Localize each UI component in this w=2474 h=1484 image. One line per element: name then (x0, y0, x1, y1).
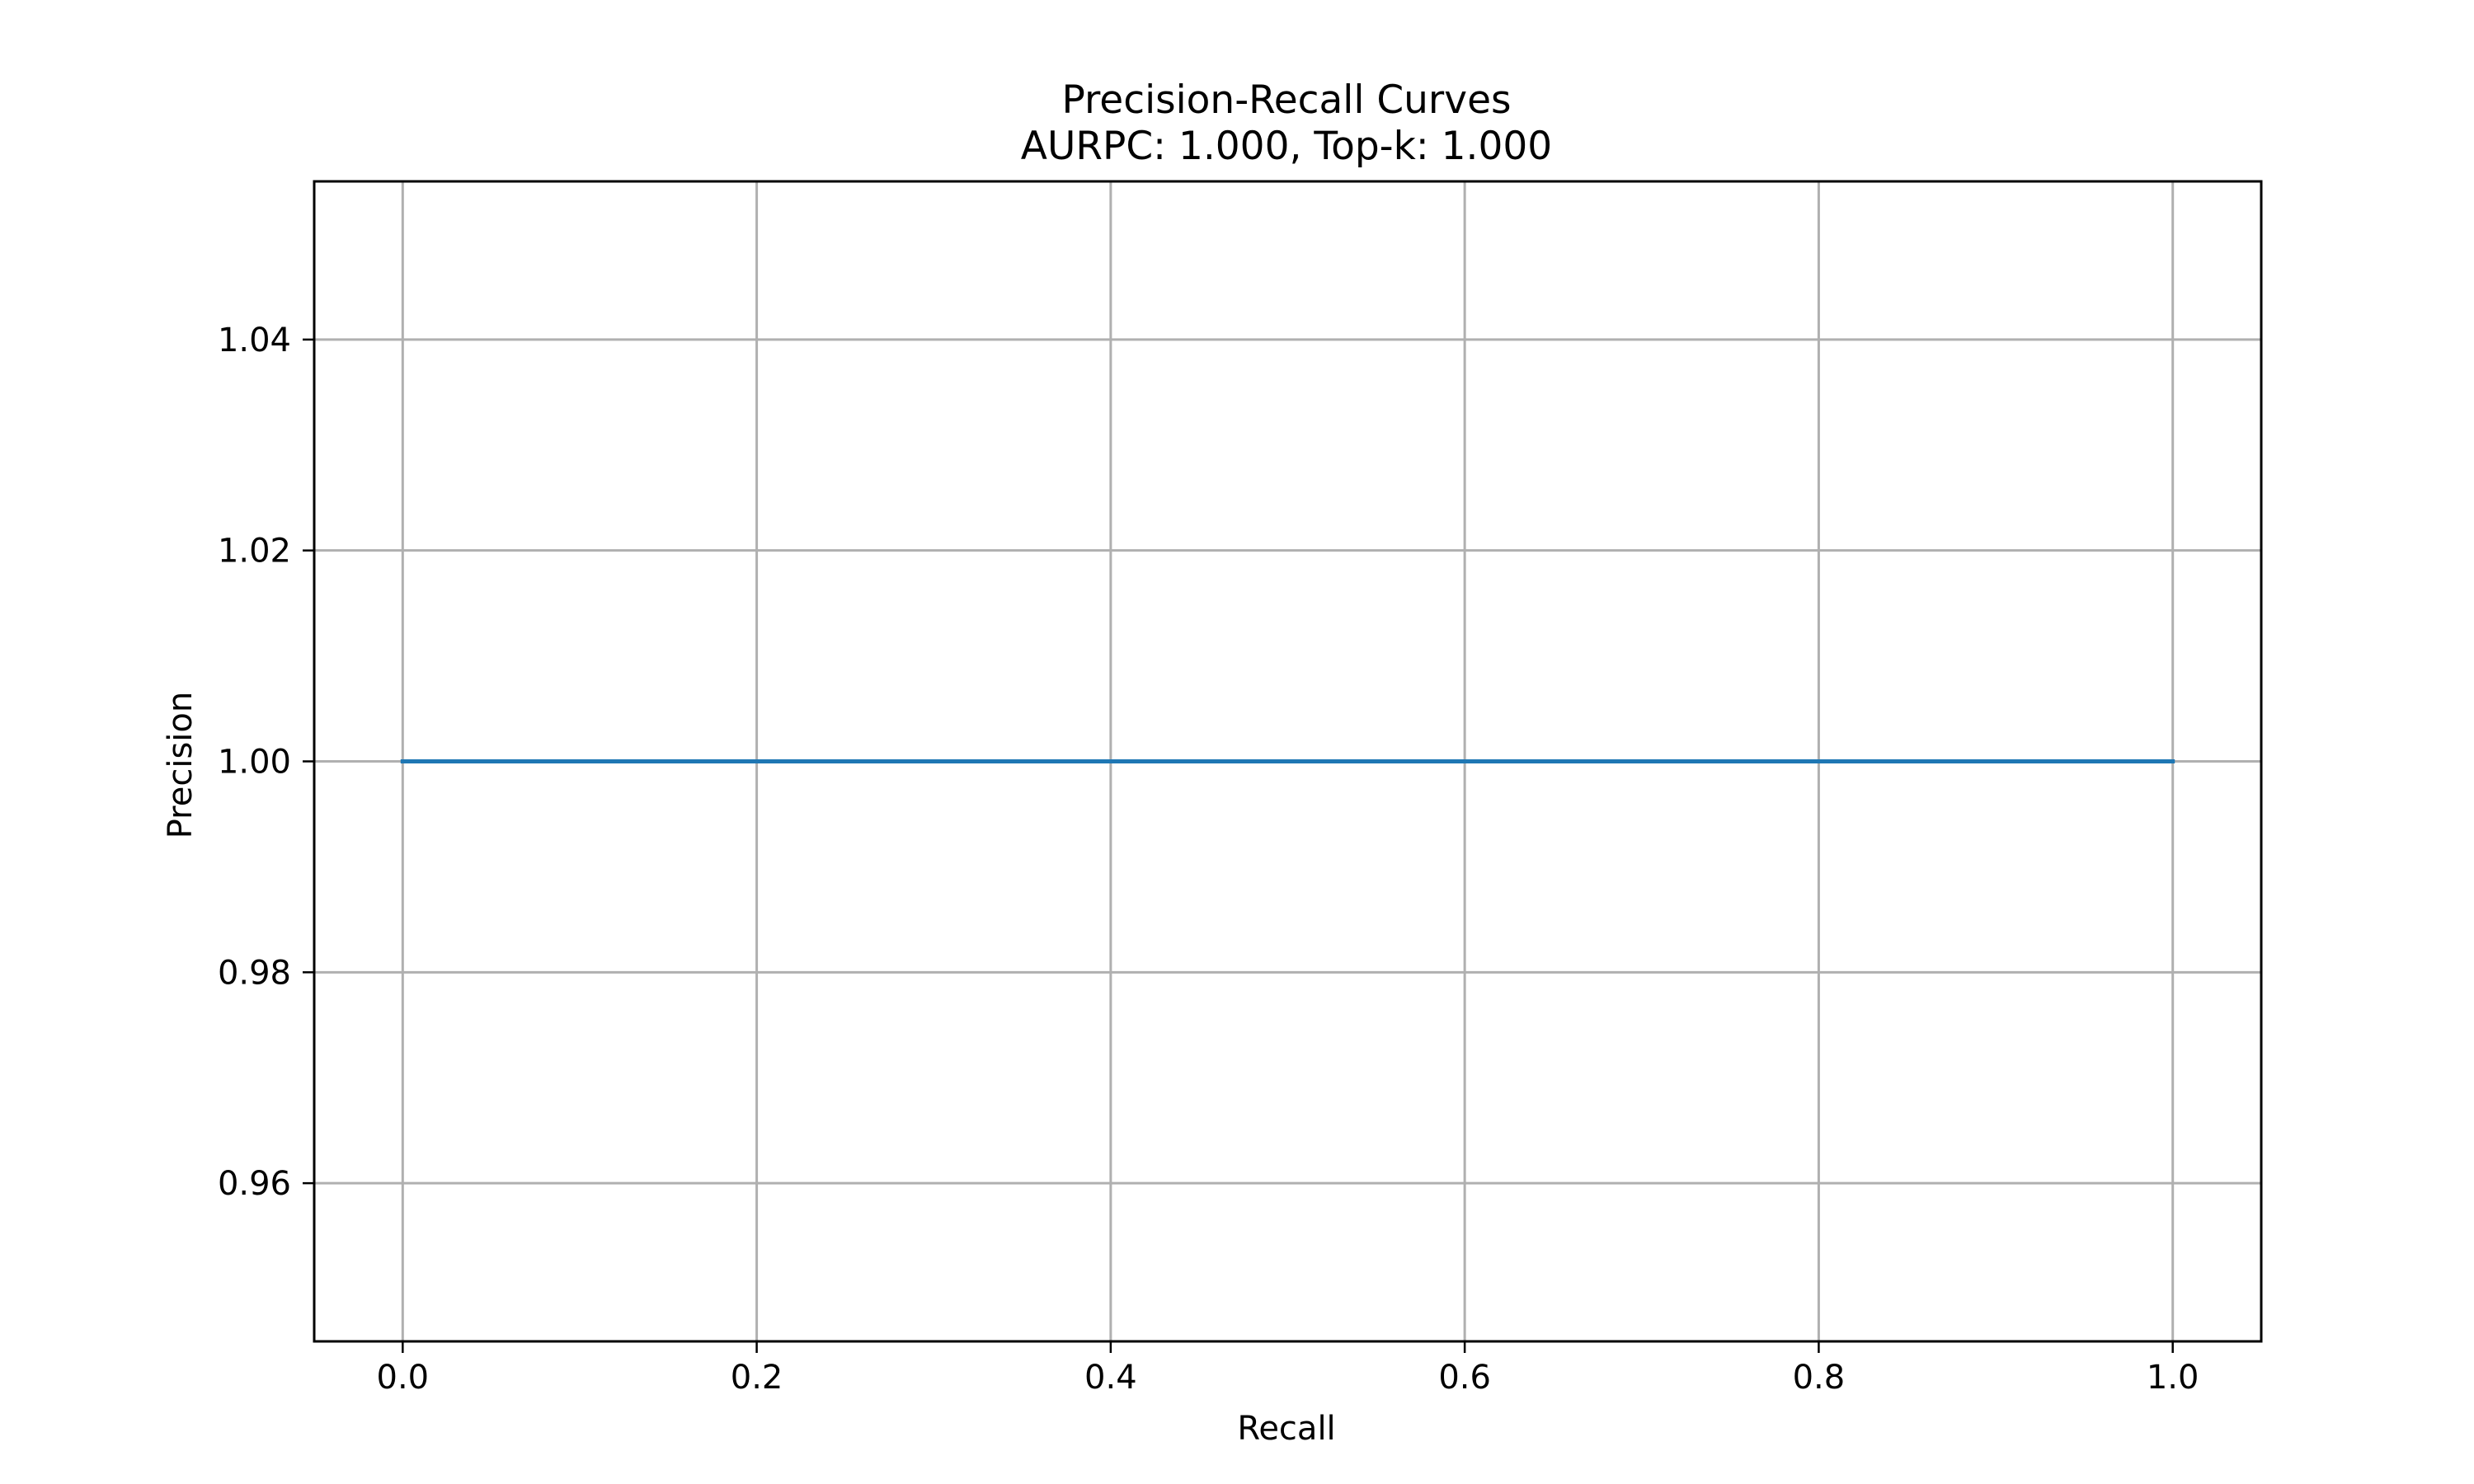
x-tick-label: 0.2 (731, 1359, 783, 1397)
y-tick-label: 1.00 (218, 744, 291, 782)
y-axis-label: Precision (162, 692, 200, 838)
chart-subtitle: AURPC: 1.000, Top-k: 1.000 (1021, 124, 1552, 169)
x-tick-label: 0.4 (1084, 1359, 1137, 1397)
x-tick-label: 0.6 (1438, 1359, 1491, 1397)
x-tick-label: 1.0 (2147, 1359, 2199, 1397)
y-tick-label: 0.96 (218, 1165, 291, 1203)
y-tick-label: 1.02 (218, 533, 291, 571)
chart-title: Precision-Recall Curves (1062, 77, 1512, 123)
y-axis-ticks: 0.96 0.98 1.00 1.02 1.04 (218, 322, 314, 1203)
x-axis-label: Recall (1237, 1410, 1335, 1448)
y-tick-label: 1.04 (218, 322, 291, 359)
x-tick-label: 0.8 (1793, 1359, 1846, 1397)
x-tick-label: 0.0 (377, 1359, 430, 1397)
x-axis-ticks: 0.0 0.2 0.4 0.6 0.8 1.0 (377, 1341, 2199, 1397)
y-tick-label: 0.98 (218, 954, 291, 992)
